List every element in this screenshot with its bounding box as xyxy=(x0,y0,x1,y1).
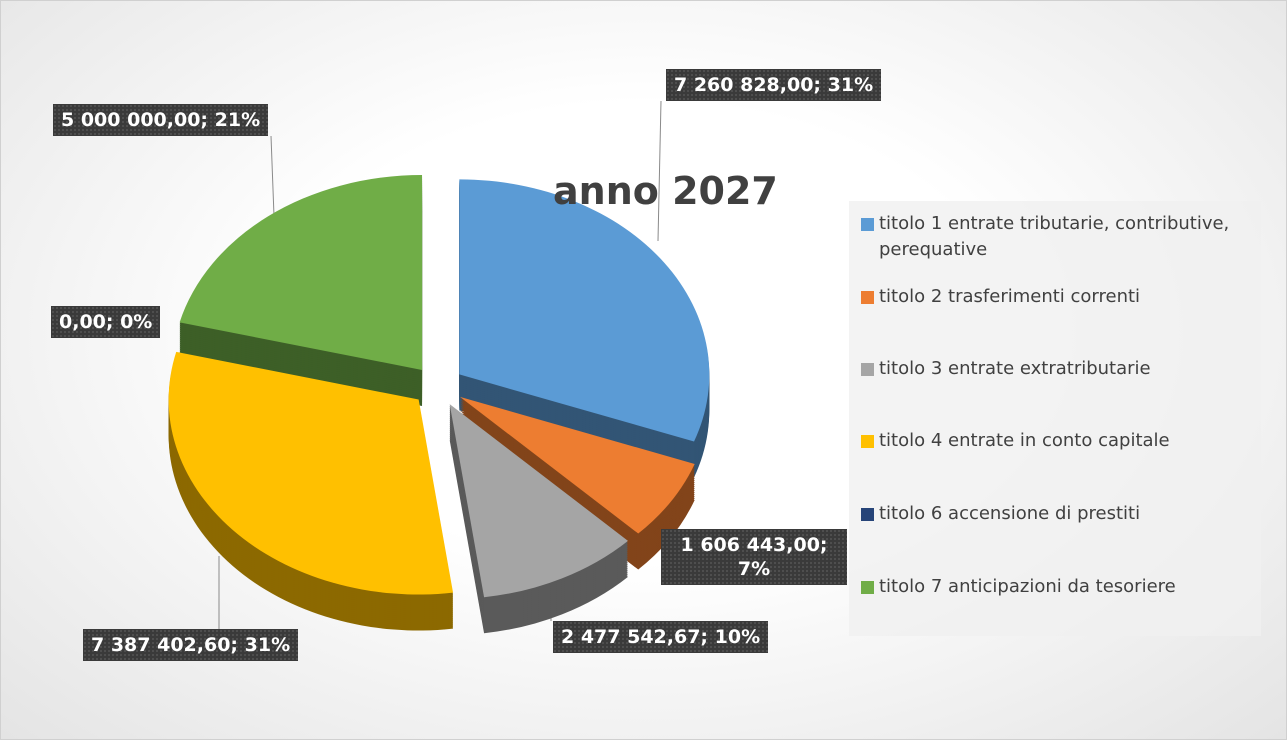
legend-label: titolo 1 entrate tributarie, contributiv… xyxy=(879,213,1230,260)
slice xyxy=(179,175,423,371)
data-label: 1 606 443,00; 7% xyxy=(661,529,847,585)
legend-label: titolo 2 trasferimenti correnti xyxy=(879,286,1141,307)
legend-swatch xyxy=(861,581,874,594)
legend: titolo 1 entrate tributarie, contributiv… xyxy=(849,201,1261,636)
legend-label: titolo 6 accensione di prestiti xyxy=(879,503,1141,524)
legend-swatch xyxy=(861,291,874,304)
slice xyxy=(459,179,710,442)
chart-title: anno 2027 xyxy=(553,169,778,213)
legend-entry: titolo 2 trasferimenti correnti xyxy=(861,284,1274,310)
data-label: 7 387 402,60; 31% xyxy=(83,629,299,661)
slice xyxy=(459,396,695,534)
slice xyxy=(168,351,454,595)
legend-label: titolo 3 entrate extratributarie xyxy=(879,358,1151,379)
legend-swatch xyxy=(861,435,874,448)
data-label: 5 000 000,00; 21% xyxy=(53,104,269,136)
legend-label: titolo 4 entrate in conto capitale xyxy=(879,430,1170,451)
legend-swatch xyxy=(861,218,874,231)
legend-entry: titolo 6 accensione di prestiti xyxy=(861,501,1274,527)
legend-entry: titolo 4 entrate in conto capitale xyxy=(861,428,1274,454)
data-label: 0,00; 0% xyxy=(51,306,161,338)
legend-swatch xyxy=(861,508,874,521)
leader-line xyxy=(657,100,662,242)
legend-entry: titolo 7 anticipazioni da tesoriere xyxy=(861,574,1274,600)
legend-label: titolo 7 anticipazioni da tesoriere xyxy=(879,576,1176,597)
legend-entry: titolo 1 entrate tributarie, contributiv… xyxy=(861,211,1274,263)
slice xyxy=(449,404,628,598)
data-label: 2 477 542,67; 10% xyxy=(553,621,769,653)
leader-line xyxy=(270,135,275,217)
data-label: 7 260 828,00; 31% xyxy=(666,69,882,101)
legend-entry: titolo 3 entrate extratributarie xyxy=(861,356,1274,382)
legend-swatch xyxy=(861,363,874,376)
